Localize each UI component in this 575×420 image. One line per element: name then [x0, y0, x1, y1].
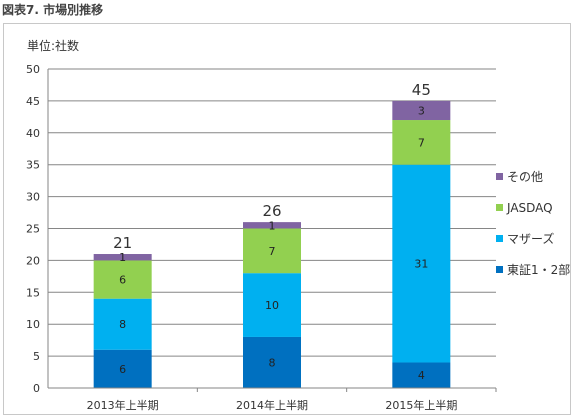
bar-segment	[392, 362, 451, 388]
x-tick-label: 2013年上半期	[87, 398, 159, 412]
x-tick-label: 2014年上半期	[236, 398, 308, 412]
unit-label: 単位:社数	[27, 38, 79, 53]
data-label: 1	[119, 251, 126, 264]
y-tick-label: 25	[26, 223, 40, 236]
x-axis: 2013年上半期 2014年上半期 2015年上半期	[48, 387, 497, 412]
total-label: 45	[412, 81, 431, 99]
bar-segment	[93, 349, 152, 388]
data-label: 8	[269, 356, 276, 369]
bar-segment	[392, 100, 451, 121]
legend-label: JASDAQ	[506, 201, 553, 215]
bar-segment	[93, 260, 152, 299]
data-label: 10	[265, 299, 279, 312]
data-label: 6	[119, 363, 126, 376]
legend-swatch	[496, 173, 503, 180]
legend-swatch	[496, 204, 503, 211]
legend-label: 東証1・2部	[507, 262, 570, 277]
bar-segment	[243, 336, 301, 388]
y-tick-label: 5	[33, 350, 40, 363]
y-tick-label: 15	[26, 286, 40, 299]
legend-label: マザーズ	[507, 231, 554, 246]
figure-title: 図表7. 市場別推移	[2, 3, 104, 17]
y-tick-label: 20	[26, 254, 40, 267]
data-label: 3	[418, 104, 425, 117]
y-tick-label: 40	[26, 127, 40, 140]
y-tick-label: 30	[26, 191, 40, 204]
y-axis: 0 5 10 15 20 25 30 35 40 45 50	[26, 63, 49, 395]
bar-segment	[392, 120, 451, 165]
legend-label: その他	[507, 170, 543, 184]
data-label: 7	[269, 245, 276, 258]
data-label: 1	[269, 219, 276, 232]
bar-segment	[93, 298, 152, 350]
y-tick-label: 50	[26, 63, 40, 76]
data-label: 7	[418, 136, 425, 149]
data-label: 31	[414, 258, 428, 271]
data-label: 4	[418, 369, 425, 382]
bar-segment	[243, 222, 301, 229]
bar-segment	[243, 228, 301, 274]
y-tick-label: 0	[33, 382, 40, 395]
bar-segment	[93, 254, 152, 261]
legend-swatch	[496, 266, 503, 273]
total-label: 26	[262, 202, 281, 220]
data-label: 8	[119, 318, 126, 331]
bar-segment	[392, 164, 451, 363]
y-tick-label: 45	[26, 95, 40, 108]
y-tick-label: 10	[26, 318, 40, 331]
data-label: 6	[119, 274, 126, 287]
chart-frame	[3, 23, 571, 415]
total-label: 21	[113, 234, 132, 252]
bar-segment	[243, 273, 301, 337]
y-tick-label: 35	[26, 159, 40, 172]
x-tick-label: 2015年上半期	[385, 398, 457, 412]
legend-swatch	[496, 235, 503, 242]
